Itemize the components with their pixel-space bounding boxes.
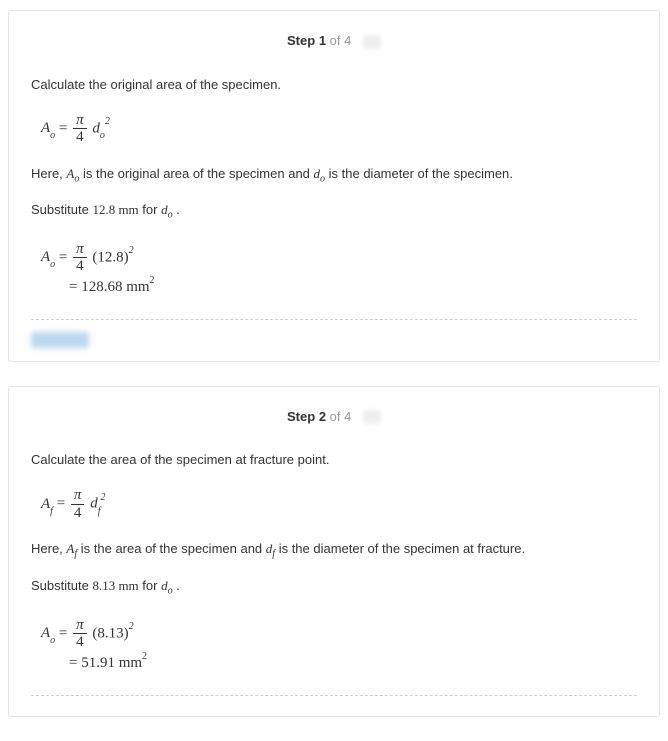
calculation-block: Ao = π 4 (8.13)2 = 51.91 mm2 <box>31 615 637 677</box>
sub-value: 8.13 mm <box>92 578 138 593</box>
sub-o: o <box>168 210 173 221</box>
sub-mid: for <box>142 202 161 217</box>
sub-o: o <box>50 259 55 270</box>
sub-var: do <box>161 202 173 217</box>
equals-sign: = <box>59 625 71 641</box>
here-post: is the diameter of the specimen at fract… <box>279 541 525 556</box>
paren-value: (12.8) <box>92 249 128 265</box>
here-mid: is the original area of the specimen and <box>83 166 314 181</box>
sub-f: f <box>272 549 275 560</box>
formula-lhs: Ao <box>41 120 55 136</box>
sub-pre: Substitute <box>31 578 92 593</box>
denominator-4: 4 <box>73 634 87 651</box>
intro-text: Calculate the original area of the speci… <box>31 77 637 92</box>
here-mid: is the area of the specimen and <box>81 541 266 556</box>
pi-symbol: π <box>71 487 85 505</box>
fraction: π 4 <box>71 487 85 521</box>
var-A: A <box>41 249 50 265</box>
calc-lhs: Ao <box>41 249 55 265</box>
denominator-4: 4 <box>73 129 87 146</box>
here-explanation: Here, Ao is the original area of the spe… <box>31 166 637 185</box>
equals-sign: = <box>59 249 71 265</box>
sub-o: o <box>50 635 55 646</box>
step-body: Calculate the original area of the speci… <box>9 77 659 301</box>
formula-area-original: Ao = π 4 do2 <box>31 110 637 148</box>
step-of-total: of 4 <box>330 409 352 424</box>
denominator-4: 4 <box>71 505 85 522</box>
step-word: Step <box>287 33 315 48</box>
substitute-line: Substitute 8.13 mm for do . <box>31 578 637 597</box>
var-A: A <box>41 120 50 136</box>
var-A: A <box>41 625 50 641</box>
step-card: Step 1 of 4 Calculate the original area … <box>8 10 660 362</box>
here-pre: Here, <box>31 541 66 556</box>
paren-value: (8.13) <box>92 625 128 641</box>
sub-f: f <box>50 506 53 517</box>
inline-d: df <box>266 541 275 556</box>
sub-o: o <box>100 130 105 141</box>
dashed-divider <box>31 319 637 320</box>
result-value: = 128.68 mm <box>69 279 150 295</box>
here-pre: Here, <box>31 166 66 181</box>
sub-post: . <box>176 578 180 593</box>
header-blur-icon <box>363 410 381 424</box>
result-squared: 2 <box>150 275 155 286</box>
calc-row-1: Ao = π 4 (12.8)2 <box>41 241 637 275</box>
dashed-divider <box>31 695 637 696</box>
step-of-total: of 4 <box>330 33 352 48</box>
sub-f: f <box>98 506 101 517</box>
step-header: Step 2 of 4 <box>9 387 659 453</box>
step-number: 1 <box>319 33 326 48</box>
calculation-block: Ao = π 4 (12.8)2 = 128.68 mm2 <box>31 239 637 301</box>
step-word: Step <box>287 409 315 424</box>
pi-symbol: π <box>73 617 87 635</box>
calc-row-2: = 128.68 mm2 <box>41 275 637 299</box>
inline-A: Af <box>66 541 77 556</box>
calc-row-2: = 51.91 mm2 <box>41 651 637 675</box>
fraction: π 4 <box>73 241 87 275</box>
calc-lhs: Ao <box>41 625 55 641</box>
squared: 2 <box>129 621 134 632</box>
pi-symbol: π <box>73 241 87 259</box>
squared: 2 <box>105 116 110 127</box>
sub-o: o <box>320 173 325 184</box>
squared: 2 <box>100 492 105 503</box>
sub-f: f <box>74 549 77 560</box>
sub-post: . <box>176 202 180 217</box>
sub-o: o <box>168 586 173 597</box>
denominator-4: 4 <box>73 258 87 275</box>
step-body: Calculate the area of the specimen at fr… <box>9 452 659 676</box>
calc-row-1: Ao = π 4 (8.13)2 <box>41 617 637 651</box>
inline-A: Ao <box>66 166 79 181</box>
substitute-line: Substitute 12.8 mm for do . <box>31 202 637 221</box>
var-d: d <box>92 120 100 136</box>
formula-area-fracture: Af = π 4 df2 <box>31 485 637 523</box>
formula-lhs: Af <box>41 496 53 512</box>
step-card: Step 2 of 4 Calculate the area of the sp… <box>8 386 660 717</box>
pi-symbol: π <box>73 112 87 130</box>
fraction: π 4 <box>73 112 87 146</box>
step-header: Step 1 of 4 <box>9 11 659 77</box>
result-squared: 2 <box>142 651 147 662</box>
comment-link-blurred[interactable] <box>31 332 89 348</box>
step-number: 2 <box>319 409 326 424</box>
sub-mid: for <box>142 578 161 593</box>
var-A: A <box>41 496 50 512</box>
squared: 2 <box>129 245 134 256</box>
equals-sign: = <box>59 120 71 136</box>
intro-text: Calculate the area of the specimen at fr… <box>31 452 637 467</box>
inline-d: do <box>314 166 326 181</box>
fraction: π 4 <box>73 617 87 651</box>
equals-sign: = <box>57 496 69 512</box>
here-explanation: Here, Af is the area of the specimen and… <box>31 541 637 560</box>
here-post: is the diameter of the specimen. <box>329 166 513 181</box>
sub-var: do <box>161 578 173 593</box>
sub-o: o <box>50 130 55 141</box>
header-blur-icon <box>363 35 381 49</box>
sub-o: o <box>74 173 79 184</box>
sub-pre: Substitute <box>31 202 92 217</box>
sub-value: 12.8 mm <box>92 202 138 217</box>
result-value: = 51.91 mm <box>69 655 142 671</box>
var-d: d <box>90 496 98 512</box>
